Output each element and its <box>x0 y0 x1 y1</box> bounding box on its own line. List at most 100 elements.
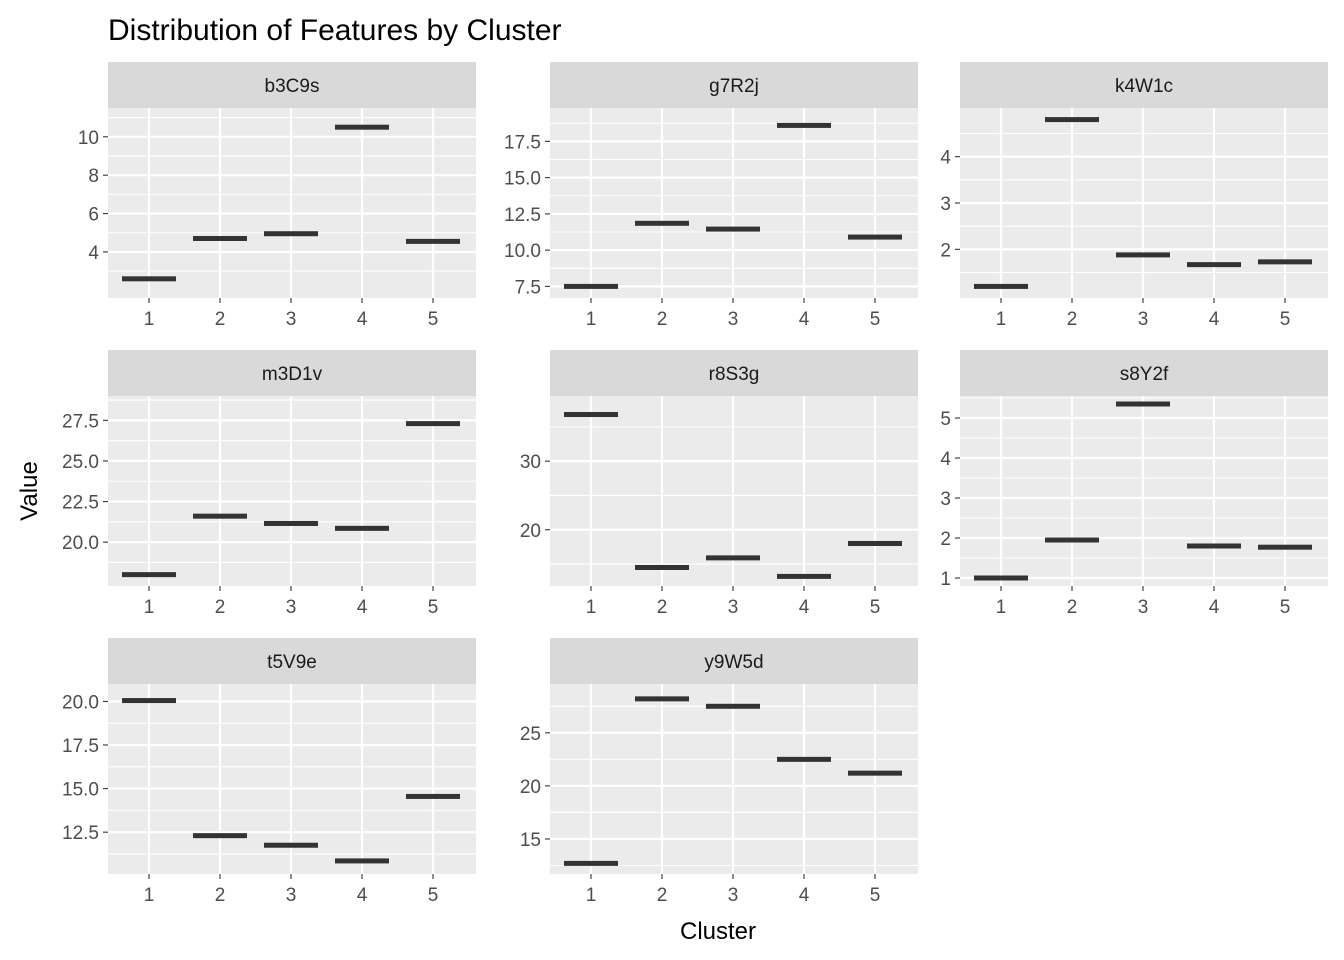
mark-k4W1c-cluster-4 <box>1187 262 1241 268</box>
y-tick-label: 27.5 <box>62 411 99 432</box>
y-tick-label: 20 <box>520 521 541 542</box>
x-tick-label: 1 <box>144 885 155 906</box>
mark-b3C9s-cluster-5 <box>406 238 460 244</box>
strip-background <box>550 638 918 684</box>
x-tick-label: 5 <box>428 309 439 330</box>
strip-background <box>550 350 918 396</box>
x-tick-label: 3 <box>286 885 297 906</box>
mark-m3D1v-cluster-1 <box>122 572 176 578</box>
mark-y9W5d-cluster-4 <box>777 756 831 762</box>
mark-y9W5d-cluster-2 <box>635 696 689 702</box>
y-tick-label: 7.5 <box>515 277 541 298</box>
x-tick-label: 2 <box>657 309 668 330</box>
y-tick-label: 12.5 <box>504 205 541 226</box>
x-tick-label: 4 <box>1209 309 1220 330</box>
x-tick-label: 3 <box>728 885 739 906</box>
x-tick-label: 5 <box>1280 597 1291 618</box>
x-axis-title: Cluster <box>680 918 756 945</box>
x-tick-label: 1 <box>586 885 597 906</box>
y-tick-label: 1 <box>940 569 951 590</box>
y-tick-label: 20 <box>520 777 541 798</box>
x-tick-label: 5 <box>428 885 439 906</box>
strip-background <box>550 62 918 108</box>
y-tick-label: 10 <box>78 128 99 149</box>
panel-s8Y2f: s8Y2f 1 2 3 4 5 1 2 3 4 5 <box>940 350 1328 618</box>
panel-y9W5d: y9W5d 15 20 25 1 2 3 4 5 <box>520 638 918 906</box>
mark-s8Y2f-cluster-4 <box>1187 543 1241 549</box>
mark-b3C9s-cluster-4 <box>335 124 389 130</box>
panel-r8S3g: r8S3g 20 30 1 2 3 4 5 <box>520 350 918 618</box>
strip-label: s8Y2f <box>1120 364 1169 385</box>
mark-t5V9e-cluster-2 <box>193 833 247 839</box>
y-tick-label: 22.5 <box>62 493 99 514</box>
y-tick-label: 15.0 <box>504 169 541 190</box>
x-tick-label: 3 <box>286 597 297 618</box>
strip-label: r8S3g <box>709 364 760 385</box>
mark-s8Y2f-cluster-3 <box>1116 401 1170 407</box>
mark-b3C9s-cluster-1 <box>122 276 176 282</box>
y-tick-label: 2 <box>940 529 951 550</box>
x-tick-label: 1 <box>996 309 1007 330</box>
strip-label: g7R2j <box>709 76 759 97</box>
x-tick-label: 1 <box>996 597 1007 618</box>
mark-s8Y2f-cluster-2 <box>1045 537 1099 543</box>
panel-m3D1v: m3D1v 20.0 22.5 25.0 27.5 1 2 3 4 5 <box>62 350 476 618</box>
mark-m3D1v-cluster-3 <box>264 520 318 526</box>
y-tick-label: 25.0 <box>62 452 99 473</box>
y-tick-label: 3 <box>940 489 951 510</box>
y-tick-label: 12.5 <box>62 823 99 844</box>
x-tick-label: 5 <box>870 597 881 618</box>
y-tick-label: 10.0 <box>504 241 541 262</box>
mark-k4W1c-cluster-1 <box>974 283 1028 289</box>
y-tick-label: 30 <box>520 452 541 473</box>
y-tick-label: 17.5 <box>504 132 541 153</box>
x-tick-label: 4 <box>799 885 810 906</box>
mark-g7R2j-cluster-1 <box>564 283 618 289</box>
mark-k4W1c-cluster-3 <box>1116 252 1170 258</box>
x-tick-label: 5 <box>870 885 881 906</box>
mark-r8S3g-cluster-1 <box>564 412 618 418</box>
x-tick-label: 2 <box>657 885 668 906</box>
y-tick-label: 4 <box>88 243 99 264</box>
mark-y9W5d-cluster-3 <box>706 703 760 709</box>
mark-m3D1v-cluster-2 <box>193 513 247 519</box>
mark-r8S3g-cluster-2 <box>635 564 689 570</box>
mark-g7R2j-cluster-4 <box>777 122 831 128</box>
x-tick-label: 4 <box>1209 597 1220 618</box>
x-tick-label: 2 <box>215 885 226 906</box>
x-tick-label: 1 <box>586 309 597 330</box>
y-tick-label: 3 <box>940 194 951 215</box>
y-tick-label: 2 <box>940 240 951 261</box>
y-axis-title: Value <box>16 461 43 521</box>
strip-background <box>960 350 1328 396</box>
mark-t5V9e-cluster-5 <box>406 793 460 799</box>
y-tick-label: 20.0 <box>62 533 99 554</box>
x-tick-label: 2 <box>1067 309 1078 330</box>
x-tick-label: 5 <box>428 597 439 618</box>
mark-b3C9s-cluster-3 <box>264 231 318 237</box>
x-tick-label: 4 <box>357 309 368 330</box>
mark-t5V9e-cluster-1 <box>122 698 176 704</box>
mark-m3D1v-cluster-4 <box>335 525 389 531</box>
mark-r8S3g-cluster-3 <box>706 555 760 561</box>
x-tick-label: 1 <box>144 309 155 330</box>
x-tick-label: 3 <box>1138 597 1149 618</box>
mark-s8Y2f-cluster-1 <box>974 575 1028 581</box>
x-tick-label: 3 <box>728 597 739 618</box>
strip-background <box>108 350 476 396</box>
panel-k4W1c: k4W1c 2 3 4 1 2 3 4 5 <box>940 62 1328 330</box>
mark-r8S3g-cluster-5 <box>848 540 902 546</box>
strip-label: m3D1v <box>262 364 323 385</box>
y-tick-label: 25 <box>520 724 541 745</box>
strip-background <box>108 62 476 108</box>
y-tick-label: 15.0 <box>62 780 99 801</box>
y-tick-label: 5 <box>940 409 951 430</box>
strip-label: k4W1c <box>1115 76 1173 97</box>
y-tick-label: 4 <box>940 449 951 470</box>
x-tick-label: 1 <box>144 597 155 618</box>
panel-t5V9e: t5V9e 12.5 15.0 17.5 20.0 1 2 3 4 5 <box>62 638 476 906</box>
x-tick-label: 3 <box>286 309 297 330</box>
x-tick-label: 1 <box>586 597 597 618</box>
